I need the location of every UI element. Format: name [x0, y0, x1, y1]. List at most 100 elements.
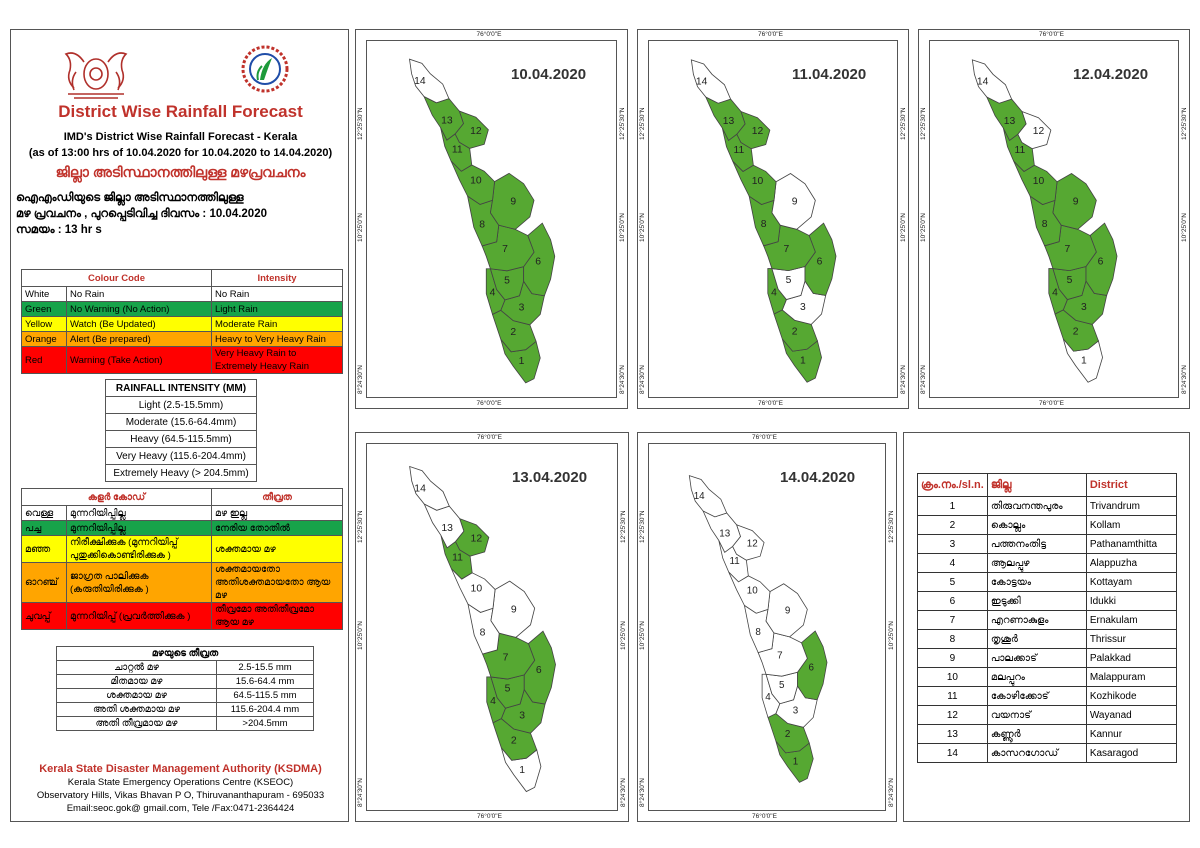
- district-name-ml: കോട്ടയം: [986, 572, 1087, 592]
- ml-colour-row: വെള്ള മുന്നറിയിപ്പില്ല മഴ ഇല്ല: [21, 505, 343, 521]
- district-name-en: Malappuram: [1085, 667, 1178, 687]
- district-number-label: 5: [1067, 275, 1073, 286]
- longitude-label: 76°0'0"E: [752, 434, 777, 441]
- ml-intensity-label: അതി ശക്തമായ മഴ: [56, 702, 217, 717]
- colour-name: Yellow: [21, 316, 67, 332]
- district-number-label: 14: [414, 484, 426, 495]
- district-number-label: 13: [723, 116, 735, 127]
- ml-colour-intensity: ശക്തമായതോ അതിശക്തമായതോ ആയ മഴ: [211, 562, 343, 603]
- subtitle-line: (as of 13:00 hrs of 10.04.2020 for 10.04…: [28, 147, 333, 159]
- district-name-en: Kottayam: [1085, 572, 1178, 592]
- district-9-shape: [765, 583, 808, 638]
- district-number-label: 14: [414, 76, 426, 87]
- district-number-label: 14: [694, 491, 705, 502]
- district-number-label: 10: [747, 586, 758, 597]
- ml-colour-meaning: ജാഗ്രത പാലിക്കുക (കരുതിയിരിക്കുക ): [66, 562, 212, 603]
- district-number-label: 2: [785, 729, 790, 740]
- latitude-label: 8°24'30"N: [639, 778, 646, 807]
- district-9-shape: [1052, 173, 1097, 230]
- map-frame: [648, 40, 898, 398]
- district-name-en: Palakkad: [1085, 648, 1178, 668]
- district-number-label: 5: [505, 684, 511, 695]
- malayalam-intensity-table: മഴയുടെ തീവ്രത ചാറ്റൽ മഴ 2.5-15.5 mm മിതമായ…: [56, 646, 314, 731]
- district-number-label: 11: [452, 552, 463, 563]
- district-number-label: 4: [490, 288, 496, 299]
- ml-intensity-range: 2.5-15.5 mm: [216, 660, 314, 675]
- intensity-row: Moderate (15.6-64.4mm): [105, 413, 257, 431]
- colour-name: Green: [21, 301, 67, 317]
- colour-intensity: No Rain: [211, 286, 343, 302]
- colour-meaning: No Warning (No Action): [66, 301, 212, 317]
- kerala-emblem-icon: [64, 52, 128, 99]
- district-serial: 6: [917, 591, 988, 611]
- colour-code-row: White No Rain No Rain: [21, 286, 343, 302]
- district-name-ml: തൃശൂർ: [986, 629, 1087, 649]
- district-9-shape: [489, 172, 535, 230]
- latitude-label: 12°25'30"N: [357, 107, 364, 140]
- latitude-label: 12°25'30"N: [620, 510, 627, 543]
- district-table: ക്രം.നം./sl.n. ജില്ല District 1 തിരുവനന്ത…: [917, 473, 1178, 763]
- district-row: 4 ആലപ്പുഴ Alappuzha: [917, 553, 1178, 573]
- district-number-label: 10: [470, 176, 482, 187]
- district-number-label: 4: [771, 287, 777, 298]
- latitude-label: 10°25'0"N: [619, 213, 626, 242]
- colour-code-row: Orange Alert (Be prepared) Heavy to Very H…: [21, 331, 343, 347]
- district-row: 3 പത്തനംതിട്ട Pathanamthitta: [917, 534, 1178, 554]
- district-number-label: 9: [792, 197, 798, 208]
- district-number-label: 2: [792, 327, 798, 338]
- ml-colour-name: പച്ച: [21, 520, 67, 536]
- footer-line: Kerala State Emergency Operations Centre…: [67, 777, 294, 788]
- district-number-label: 8: [479, 219, 485, 230]
- district-serial: 2: [917, 515, 988, 535]
- colour-intensity: Heavy to Very Heavy Rain: [211, 331, 343, 347]
- district-number-label: 14: [696, 77, 708, 88]
- district-serial: 14: [917, 743, 988, 763]
- district-serial: 12: [917, 705, 988, 725]
- footer-org: Kerala State Disaster Management Authori…: [39, 763, 322, 775]
- intensity-range: Light (2.5-15.5mm): [105, 396, 257, 414]
- map-frame: [366, 40, 617, 398]
- intensity-range: Moderate (15.6-64.4mm): [105, 413, 257, 431]
- ml-colour-row: ചുവപ്പ് മുന്നറിയിപ്പ് (പ്രവർത്തിക്കുക ) തീ…: [21, 602, 343, 630]
- ml-colour-name: ചുവപ്പ്: [21, 602, 67, 630]
- subtitle-line: IMD's District Wise Rainfall Forecast - …: [63, 131, 298, 143]
- district-number-label: 12: [1033, 126, 1045, 137]
- map-panel-5: 14.04.2020 76°0'0"E 76°0'0"E 12°25'30"N 12°2…: [637, 432, 897, 822]
- ml-district-header: ജില്ല: [986, 473, 1087, 497]
- district-name-en: Thrissur: [1085, 629, 1178, 649]
- ml-intensity-row: അതി തീവ്രമായ മഴ >204.5mm: [56, 716, 314, 731]
- latitude-label: 8°24'30"N: [888, 778, 895, 807]
- map-date: 10.04.2020: [511, 66, 587, 83]
- district-serial: 13: [917, 724, 988, 744]
- district-number-label: 14: [977, 77, 989, 88]
- ml-colour-row: മഞ്ഞ നിരീക്ഷിക്കുക (മുന്നറിയിപ്പ് പുതുക്ക…: [21, 535, 343, 563]
- district-name-en: Trivandrum: [1085, 496, 1178, 516]
- district-name-en: Kozhikode: [1085, 686, 1178, 706]
- district-number-label: 6: [817, 256, 823, 267]
- district-row: 9 പാലക്കാട് Palakkad: [917, 648, 1178, 668]
- latitude-label: 8°24'30"N: [1181, 365, 1188, 394]
- colour-meaning: Watch (Be Updated): [66, 316, 212, 332]
- district-number-label: 6: [1098, 256, 1104, 267]
- district-name-ml: മലപ്പുറം: [986, 667, 1087, 687]
- ml-colour-row: പച്ച മുന്നറിയിപ്പില്ല നേരിയ തോതിൽ: [21, 520, 343, 536]
- district-number-label: 7: [503, 652, 509, 663]
- district-serial: 8: [917, 629, 988, 649]
- district-14-shape: [409, 465, 450, 511]
- map-panel-2: 11.04.2020 76°0'0"E 76°0'0"E 12°25'30"N 12°2…: [637, 29, 909, 409]
- ml-colour-row: ഓറഞ്ച് ജാഗ്രത പാലിക്കുക (കരുതിയിരിക്കുക )…: [21, 562, 343, 603]
- district-number-label: 8: [761, 219, 767, 230]
- district-name-en: Pathanamthitta: [1085, 534, 1178, 554]
- map-panel-1: 10.04.2020 76°0'0"E 76°0'0"E 12°25'30"N 12°2…: [355, 29, 628, 409]
- legend-panel: District Wise Rainfall Forecast IMD's Di…: [10, 29, 349, 822]
- district-serial: 9: [917, 648, 988, 668]
- district-number-label: 4: [490, 696, 496, 707]
- district-serial: 1: [917, 496, 988, 516]
- ml-intensity-range: 115.6-204.4 mm: [216, 702, 314, 717]
- intensity-header: Intensity: [211, 269, 343, 287]
- longitude-label: 76°0'0"E: [1039, 400, 1064, 407]
- district-name-ml: കൊല്ലം: [986, 515, 1087, 535]
- rainfall-intensity-table: RAINFALL INTENSITY (MM) Light (2.5-15.5m…: [105, 379, 257, 482]
- district-number-label: 7: [502, 244, 508, 255]
- latitude-label: 10°25'0"N: [900, 213, 907, 242]
